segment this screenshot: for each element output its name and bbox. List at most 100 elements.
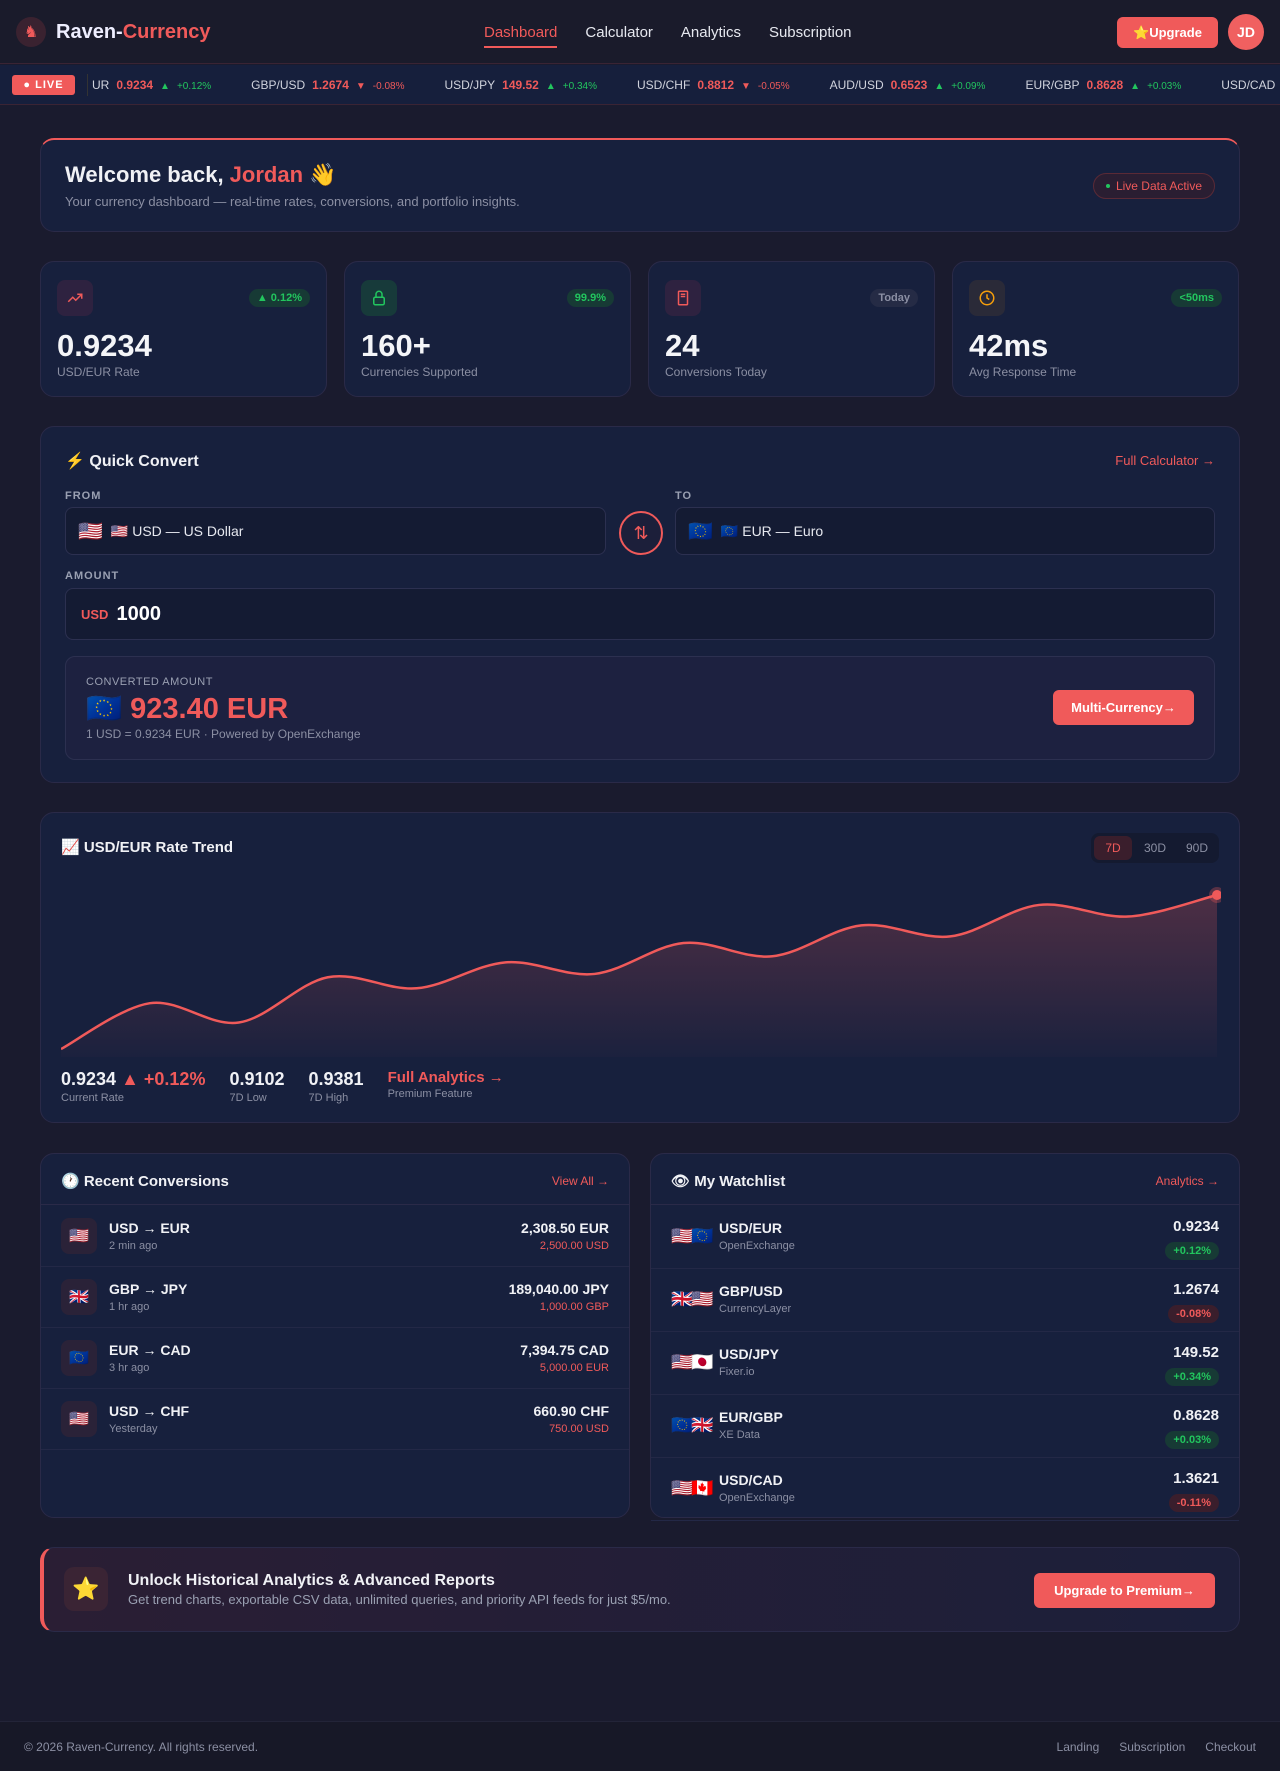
watch-source: OpenExchange	[719, 1492, 795, 1504]
full-calculator-link[interactable]: Full Calculator →	[1115, 453, 1215, 468]
ticker-rate: 0.9234	[116, 78, 154, 92]
full-analytics-link[interactable]: Full Analytics →	[387, 1069, 504, 1086]
stat-badge: <50ms	[1171, 289, 1222, 307]
footer-landing-link[interactable]: Landing	[1056, 1740, 1100, 1754]
flag-icon: 🇪🇺	[61, 1340, 97, 1376]
avatar[interactable]: JD	[1228, 14, 1264, 50]
arrow-up-icon: ▲	[160, 81, 170, 92]
converted-result: CONVERTED AMOUNT 🇪🇺 923.40 EUR 1 USD = 0…	[65, 656, 1215, 760]
stat-card-currencies: 99.9% 160+ Currencies Supported	[344, 261, 631, 397]
amount-value[interactable]: 1000	[116, 602, 161, 625]
watch-source: CurrencyLayer	[719, 1303, 792, 1315]
stat-card-conversions: Today 24 Conversions Today	[648, 261, 935, 397]
watch-rate: 0.9234	[1173, 1218, 1219, 1235]
range-90d[interactable]: 90D	[1185, 841, 1208, 855]
ticker-change: +0.09%	[951, 81, 986, 92]
nav-calculator[interactable]: Calculator	[585, 24, 653, 41]
watchlist-card: 👁 My Watchlist Analytics → 🇺🇸🇪🇺 USD/EUR Op…	[650, 1153, 1240, 1521]
footer-links: Landing Subscription Checkout	[1057, 1740, 1256, 1754]
current-rate-stat: 0.9234 ▲ +0.12% Current Rate	[61, 1069, 205, 1104]
multi-currency-button[interactable]: Multi-Currency→	[1053, 690, 1194, 725]
clock-icon	[969, 280, 1005, 316]
ticker-item[interactable]: USD/CHF 0.8812 ▼ -0.05%	[637, 78, 790, 92]
table-row[interactable]: 🇺🇸 USD → CHF Yesterday 660.90 CHF 750.00 USD	[41, 1389, 629, 1450]
footer-subscription-link[interactable]: Subscription	[1119, 1740, 1186, 1754]
list-item[interactable]: 🇺🇸🇪🇺 USD/EUR OpenExchange 0.9234 +0.12%	[651, 1206, 1239, 1269]
upgrade-premium-button[interactable]: Upgrade to Premium→	[1034, 1573, 1215, 1608]
ticker-rate: 0.8628	[1086, 78, 1124, 92]
to-currency-select[interactable]: 🇪🇺 🇪🇺 EUR — Euro	[675, 507, 1215, 555]
list-item[interactable]: 🇺🇸🇨🇦 USD/CAD OpenExchange 1.3621 -0.11%	[651, 1458, 1239, 1521]
analytics-link[interactable]: Analytics →	[1155, 1174, 1219, 1188]
footer-checkout-link[interactable]: Checkout	[1205, 1740, 1256, 1754]
converted-input: 750.00 USD	[549, 1423, 609, 1435]
view-all-link[interactable]: View All →	[551, 1174, 609, 1188]
amount-currency: USD	[81, 606, 109, 622]
ticker-rate: 1.2674	[312, 78, 349, 92]
divider	[87, 74, 88, 96]
arrow-up-icon: ▲	[545, 81, 556, 92]
converted-output: 2,308.50 EUR	[521, 1220, 609, 1236]
ticker-item[interactable]: GBP/USD 1.2674 ▼ -0.08%	[251, 78, 404, 92]
converted-input: 5,000.00 EUR	[539, 1362, 609, 1374]
premium-promo: ⭐ Unlock Historical Analytics & Advanced…	[40, 1547, 1240, 1632]
ticker-item[interactable]: AUD/USD 0.6523 ▲ +0.09%	[830, 78, 986, 92]
low-value: 0.9102	[229, 1069, 285, 1089]
raven-logo-icon[interactable]: ♞	[16, 17, 46, 47]
high-label: 7D High	[308, 1092, 349, 1104]
nav-subscription[interactable]: Subscription	[768, 24, 852, 41]
trending-up-icon	[57, 280, 93, 316]
ticker-item[interactable]: USD/JPY 149.52 ▲ +0.34%	[444, 78, 597, 92]
ticker-pair: GBP/USD	[251, 78, 306, 92]
ticker-item[interactable]: UR 0.9234 ▲ +0.12%	[92, 78, 211, 92]
trend-stats: 0.9234 ▲ +0.12% Current Rate 0.9102 7D Low…	[61, 1069, 504, 1104]
user-name: Jordan	[229, 162, 304, 187]
range-30d[interactable]: 30D	[1143, 841, 1166, 855]
ticker-change: +0.34%	[562, 81, 597, 92]
from-currency-select[interactable]: 🇺🇸 🇺🇸 USD — US Dollar	[65, 507, 606, 555]
list-item[interactable]: 🇪🇺🇬🇧 EUR/GBP XE Data 0.8628 +0.03%	[651, 1395, 1239, 1458]
amount-label: AMOUNT	[65, 570, 120, 582]
calculator-icon	[665, 280, 701, 316]
amount-input[interactable]: USD 1000	[65, 588, 1215, 640]
current-rate-label: Current Rate	[61, 1092, 124, 1104]
watch-pair: EUR/GBP	[719, 1409, 783, 1425]
rate-trend-card: 📈 USD/EUR Rate Trend 7D 30D 90D 0.9234 ▲…	[40, 812, 1240, 1123]
table-row[interactable]: 🇺🇸 USD → EUR 2 min ago 2,308.50 EUR 2,500.00…	[41, 1206, 629, 1267]
conversion-pair: USD → EUR	[109, 1220, 190, 1236]
stat-label: Avg Response Time	[969, 365, 1077, 379]
table-row[interactable]: 🇪🇺 EUR → CAD 3 hr ago 7,394.75 CAD 5,000.00 …	[41, 1328, 629, 1389]
conversion-time: 1 hr ago	[109, 1301, 150, 1313]
status-dot-icon	[1105, 184, 1110, 188]
range-7d[interactable]: 7D	[1094, 836, 1132, 860]
change-badge: +0.03%	[1165, 1431, 1219, 1449]
watchlist-title: 👁 My Watchlist	[671, 1173, 786, 1190]
current-rate: 0.9234	[61, 1069, 117, 1089]
recent-conversions-card: 🕐 Recent Conversions View All → 🇺🇸 USD → …	[40, 1153, 630, 1518]
upgrade-button[interactable]: ⭐Upgrade	[1117, 17, 1218, 48]
stat-badge: Today	[870, 289, 918, 307]
stat-label: Currencies Supported	[361, 365, 478, 379]
ticker-items: UR 0.9234 ▲ +0.12% GBP/USD 1.2674 ▼ -0.08% USD/J…	[92, 78, 1280, 92]
low-label: 7D Low	[229, 1092, 267, 1104]
change-badge: +0.12%	[1165, 1242, 1219, 1260]
rate-ticker: ● LIVE UR 0.9234 ▲ +0.12% GBP/USD 1.2674 ▼ -0.0…	[0, 65, 1280, 105]
arrow-up-icon: ▲	[934, 81, 945, 92]
list-item[interactable]: 🇺🇸🇯🇵 USD/JPY Fixer.io 149.52 +0.34%	[651, 1332, 1239, 1395]
full-analytics[interactable]: Full Analytics → Premium Feature	[388, 1069, 504, 1104]
flag-icon: 🇺🇸	[61, 1401, 97, 1437]
nav-analytics[interactable]: Analytics	[680, 24, 741, 41]
flag-icon: 🇺🇸	[61, 1218, 97, 1254]
table-row[interactable]: 🇬🇧 GBP → JPY 1 hr ago 189,040.00 JPY 1,000.0…	[41, 1267, 629, 1328]
quick-convert-title: ⚡ Quick Convert	[65, 453, 199, 470]
ticker-item[interactable]: EUR/GBP 0.8628 ▲ +0.03%	[1025, 78, 1181, 92]
nav-dashboard[interactable]: Dashboard	[484, 24, 558, 48]
list-item[interactable]: 🇬🇧🇺🇸 GBP/USD CurrencyLayer 1.2674 -0.08%	[651, 1269, 1239, 1332]
swap-currencies-button[interactable]: ⇅	[619, 511, 663, 555]
trend-point[interactable]	[1209, 887, 1221, 903]
ticker-item[interactable]: USD/CAD	[1221, 78, 1280, 92]
ticker-pair: UR	[92, 78, 110, 92]
from-value: 🇺🇸 USD — US Dollar	[110, 522, 244, 539]
brand-name[interactable]: Raven-Currency	[56, 21, 211, 44]
change-badge: -0.08%	[1168, 1305, 1219, 1323]
